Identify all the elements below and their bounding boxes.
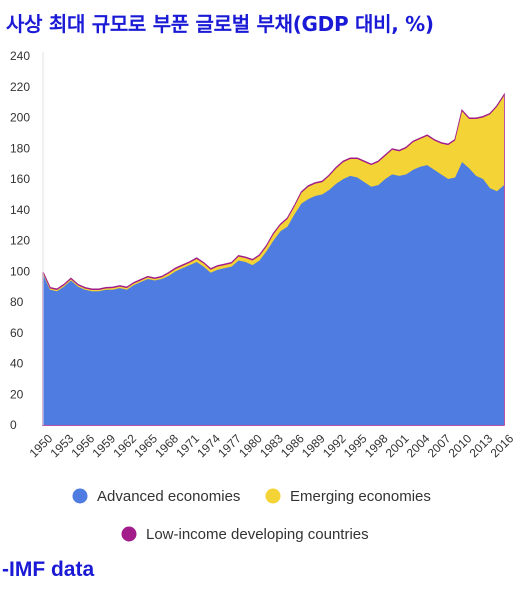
y-tick-label: 240 [10,49,30,63]
y-tick-label: 220 [10,80,30,94]
x-axis-ticks: 1950195319561959196219651968197119741977… [27,431,514,460]
legend-label-low-income-developing-countries: Low-income developing countries [146,526,369,543]
y-tick-label: 0 [10,418,17,432]
source-note: -IMF data [2,558,95,581]
legend-label-advanced-economies: Advanced economies [97,488,240,505]
y-tick-label: 140 [10,203,30,217]
y-tick-label: 80 [10,295,24,309]
y-axis-ticks: 0 20 40 60 80 100 120 140 160 180 200 220 240 [10,49,30,432]
chart-legend: Advanced economies Emerging economies Low-… [72,488,431,543]
y-tick-label: 200 [10,111,30,125]
legend-marker-low-income-developing-countries [121,526,137,542]
area-advanced-economies [43,162,504,425]
y-tick-label: 120 [10,234,30,248]
y-tick-label: 100 [10,264,30,278]
chart-areas [42,92,505,426]
x-tick-label: 2016 [488,431,514,460]
y-tick-label: 160 [10,172,30,186]
y-tick-label: 40 [10,357,24,371]
y-tick-label: 60 [10,326,24,340]
chart-title: 사상 최대 규모로 부푼 글로벌 부채(GDP 대비, %) [6,12,434,36]
y-tick-label: 20 [10,387,24,401]
y-tick-label: 180 [10,141,30,155]
legend-marker-emerging-economies [265,488,281,504]
legend-label-emerging-economies: Emerging economies [290,488,431,505]
legend-marker-advanced-economies [72,488,88,504]
